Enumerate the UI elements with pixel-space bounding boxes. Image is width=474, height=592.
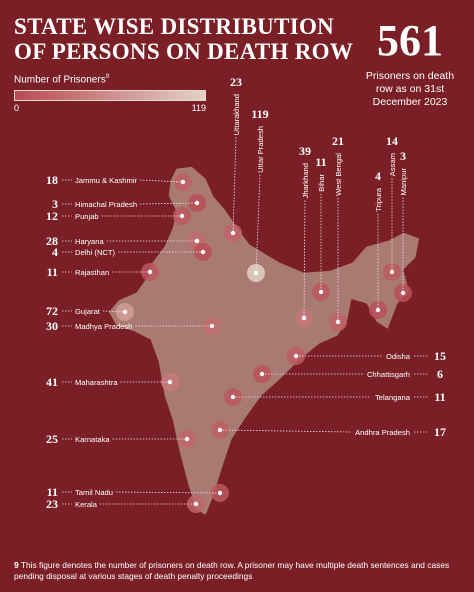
state-name: Odisha — [386, 352, 411, 361]
state-name: Delhi (NCT) — [75, 248, 116, 257]
state-dot — [318, 289, 324, 295]
legend-label: Number of Prisoners9 — [14, 74, 206, 85]
leader — [219, 429, 352, 433]
state-count: 119 — [251, 107, 268, 121]
state-name: Kerala — [75, 500, 98, 509]
state-name: Gujarat — [75, 307, 101, 316]
state-count: 11 — [434, 390, 445, 404]
legend-min: 0 — [14, 103, 20, 114]
state-name: Maharashtra — [75, 378, 118, 387]
state-dot — [301, 315, 307, 321]
state-count: 23 — [46, 497, 58, 511]
state-dot — [209, 323, 215, 329]
state-dot — [180, 179, 186, 185]
legend-text: Number of Prisoners — [14, 74, 106, 86]
legend-max: 119 — [191, 103, 206, 114]
state-count: 14 — [386, 134, 398, 148]
leader — [140, 202, 198, 205]
leader — [115, 491, 221, 494]
state-name: Rajasthan — [75, 268, 109, 277]
state-count: 25 — [46, 432, 58, 446]
title-line: STATE WISE DISTRIBUTION — [14, 14, 335, 39]
state-count: 17 — [434, 425, 446, 439]
state-dot — [122, 309, 128, 315]
leader — [232, 137, 237, 234]
state-dot — [389, 269, 395, 275]
footnote-text: This figure denotes the number of prison… — [14, 560, 450, 581]
leader — [102, 310, 126, 313]
state-name: Telangana — [375, 393, 411, 402]
state-dot — [230, 394, 236, 400]
state-name: Manipur — [399, 168, 408, 196]
state-dot — [217, 490, 223, 496]
state-count: 18 — [46, 173, 58, 187]
state-count: 3 — [400, 149, 406, 163]
state-name: Karnataka — [75, 435, 110, 444]
state-name: Andhra Pradesh — [355, 428, 410, 437]
leader — [255, 174, 261, 274]
title: STATE WISE DISTRIBUTION OF PERSONS ON DE… — [14, 14, 353, 64]
state-dot — [200, 249, 206, 255]
footnote: 9 This figure denotes the number of pris… — [14, 560, 460, 582]
state-name: Jharkhand — [301, 163, 310, 198]
state-name: Punjab — [75, 212, 99, 221]
state-name: Uttarakhand — [232, 94, 241, 135]
legend-footnote-marker: 9 — [105, 74, 110, 80]
state-dot — [217, 427, 223, 433]
state-count: 15 — [434, 349, 446, 363]
title-line: OF PERSONS ON DEATH ROW — [14, 39, 354, 64]
state-dot — [400, 290, 406, 296]
state-dot — [179, 213, 185, 219]
state-name: Haryana — [75, 237, 104, 246]
total-caption: Prisoners on death row as on 31st Decemb… — [365, 70, 455, 108]
state-count: 6 — [437, 367, 443, 381]
state-name: Chhattisgarh — [367, 370, 410, 379]
state-name: Tripura — [374, 187, 383, 212]
state-count: 30 — [46, 319, 58, 333]
state-dot — [184, 436, 190, 442]
state-count: 23 — [230, 75, 242, 89]
total-value: 561 — [377, 16, 443, 65]
state-dot — [253, 270, 259, 276]
state-dot — [147, 269, 153, 275]
state-count: 11 — [47, 485, 58, 499]
state-dot — [375, 307, 381, 313]
state-count: 39 — [299, 144, 311, 158]
state-count: 4 — [375, 169, 381, 183]
state-count: 11 — [47, 265, 58, 279]
legend-gradient — [14, 90, 206, 102]
state-dot — [193, 501, 199, 507]
state-count: 11 — [315, 155, 326, 169]
legend: Number of Prisoners9 0 119 — [14, 74, 206, 113]
footnote-marker: 9 — [14, 560, 19, 570]
state-count: 3 — [52, 197, 58, 211]
leader — [140, 179, 184, 183]
state-name: Madhya Pradesh — [75, 322, 132, 331]
state-name: Jammu & Kashmir — [75, 176, 138, 185]
total-box: 561 Prisoners on death row as on 31st De… — [360, 18, 460, 109]
state-dot — [230, 230, 236, 236]
state-dot — [335, 319, 341, 325]
state-dot — [167, 379, 173, 385]
state-count: 12 — [46, 209, 58, 223]
state-count: 4 — [52, 245, 58, 259]
state-dot — [194, 200, 200, 206]
state-dot — [259, 371, 265, 377]
state-name: Himachal Pradesh — [75, 200, 137, 209]
state-dot — [293, 353, 299, 359]
state-count: 41 — [46, 375, 58, 389]
state-name: Uttar Pradesh — [256, 126, 265, 173]
state-count: 21 — [332, 134, 344, 148]
india-outline — [107, 165, 421, 518]
state-dot — [194, 238, 200, 244]
state-count: 72 — [46, 304, 58, 318]
state-name: Assam — [388, 153, 397, 176]
state-name: Bihar — [317, 174, 326, 192]
state-count: 28 — [46, 234, 58, 248]
state-name: Tamil Nadu — [75, 488, 113, 497]
state-name: West Bengal — [334, 153, 343, 196]
